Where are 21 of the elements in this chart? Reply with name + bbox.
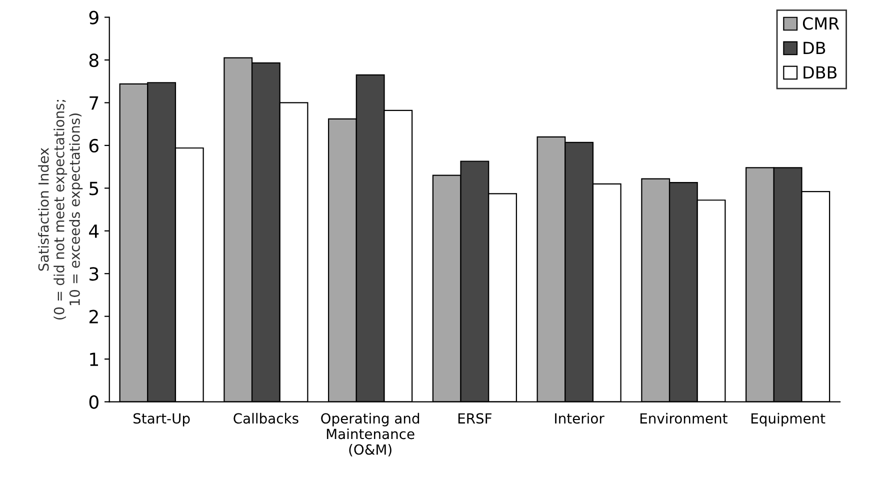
x-tick-label: Environment — [640, 412, 728, 424]
y-tick-label: 8 — [89, 53, 98, 68]
y-tick-label: 3 — [90, 267, 98, 281]
legend-label: CMR — [802, 17, 840, 30]
y-tick-label: 9 — [89, 10, 98, 24]
y-tick-label: 5 — [90, 182, 98, 196]
x-tick-label: Operating and Maintenance (O&M) — [321, 412, 420, 456]
x-tick-label: Start-Up — [134, 413, 190, 426]
y-tick-label: 6 — [89, 138, 99, 153]
y-tick-label: 0 — [89, 395, 98, 409]
y-tick-label: 4 — [89, 224, 99, 238]
x-tick-label: Equipment — [751, 412, 826, 426]
x-tick-label: Interior — [555, 412, 604, 424]
legend-label: DBB — [804, 66, 837, 78]
legend-label: DB — [804, 42, 826, 54]
y-tick-label: 1 — [90, 352, 98, 366]
y-tick-label: 2 — [89, 310, 98, 324]
x-tick-label: Callbacks — [234, 412, 298, 424]
y-axis-title: Satisfaction Index (0 = did not meet expectations; 10 = exceeds expectations) — [38, 100, 83, 320]
y-tick-label: 7 — [90, 96, 98, 110]
x-tick-label: ERSF — [458, 413, 492, 424]
